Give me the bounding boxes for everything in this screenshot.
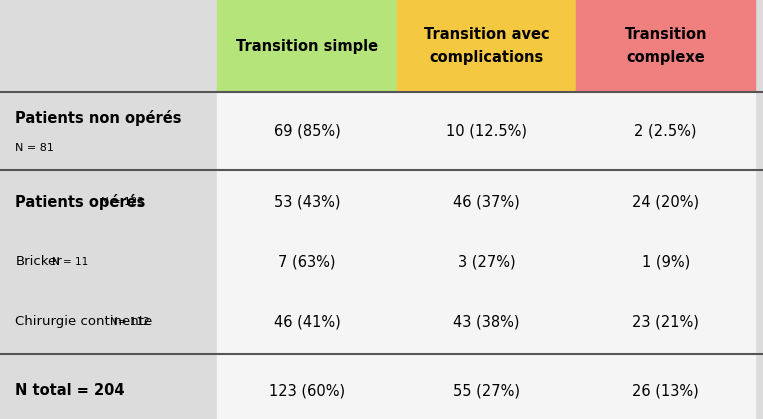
Text: Patients opérés: Patients opérés [15,194,146,210]
Bar [0,170,217,235]
Text: 46 (41%): 46 (41%) [274,314,340,329]
Bar [397,289,576,354]
Bar [397,92,576,170]
Text: N = 11: N = 11 [53,257,89,267]
Text: Bricker: Bricker [15,255,62,269]
Bar [397,354,576,419]
Bar [217,354,397,419]
Text: Chirurgie continente: Chirurgie continente [15,315,153,328]
Bar [0,354,217,419]
Bar [576,289,755,354]
Text: 7 (63%): 7 (63%) [278,254,336,269]
Bar [576,0,755,92]
Bar [0,92,217,170]
Bar [576,170,755,235]
Text: N = 123: N = 123 [101,197,144,207]
Bar [0,235,217,289]
Bar [397,170,576,235]
Text: 53 (43%): 53 (43%) [274,195,340,210]
Text: Transition avec
complications: Transition avec complications [423,28,549,65]
Bar [576,235,755,289]
Text: 69 (85%): 69 (85%) [274,124,340,138]
Bar [217,92,397,170]
Bar [397,0,576,92]
Text: Transition simple: Transition simple [236,39,378,54]
Text: 46 (37%): 46 (37%) [453,195,520,210]
Text: 10 (12.5%): 10 (12.5%) [446,124,527,138]
Text: Transition
complexe: Transition complexe [624,28,707,65]
Text: 2 (2.5%): 2 (2.5%) [635,124,697,138]
Text: 43 (38%): 43 (38%) [453,314,520,329]
Text: 23 (21%): 23 (21%) [633,314,699,329]
Bar [217,289,397,354]
Text: 1 (9%): 1 (9%) [642,254,690,269]
Bar [576,92,755,170]
Bar [0,289,217,354]
Bar [217,235,397,289]
Text: Patients non opérés: Patients non opérés [15,110,182,126]
Bar [217,0,397,92]
Text: N = 81: N = 81 [15,143,54,153]
Text: N total = 204: N total = 204 [15,383,125,398]
Text: 26 (13%): 26 (13%) [633,383,699,398]
Text: 24 (20%): 24 (20%) [633,195,699,210]
Text: 123 (60%): 123 (60%) [269,383,345,398]
Bar [217,170,397,235]
Bar [0,0,217,92]
Text: 3 (27%): 3 (27%) [458,254,515,269]
Bar [576,354,755,419]
Text: N= 112: N= 112 [110,317,150,326]
Bar [397,235,576,289]
Text: 55 (27%): 55 (27%) [453,383,520,398]
